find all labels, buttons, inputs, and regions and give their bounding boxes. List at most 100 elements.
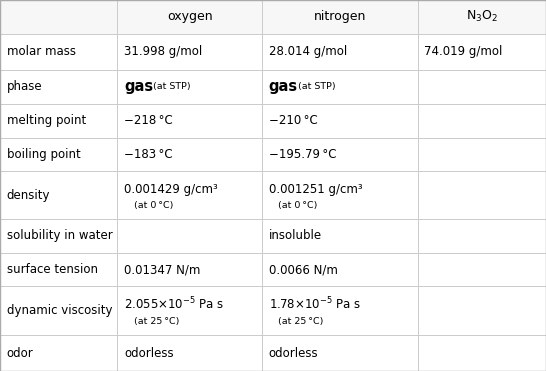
Bar (117, 253, 262, 286)
Text: (at 25 °C): (at 25 °C) (134, 317, 179, 326)
Bar (117, 0, 262, 34)
Bar (418, 70, 546, 104)
Bar (0, 0, 117, 34)
Text: −218 °C: −218 °C (124, 114, 173, 127)
Bar (418, 253, 546, 286)
Bar (418, 335, 546, 371)
Bar (0, 34, 117, 70)
Text: odorless: odorless (124, 347, 174, 359)
Text: oxygen: oxygen (167, 10, 212, 23)
Bar (418, 138, 546, 171)
Bar (0, 0, 117, 34)
Text: molar mass: molar mass (7, 45, 75, 59)
Bar (418, 138, 546, 171)
Bar (117, 219, 262, 253)
Text: (at 25 °C): (at 25 °C) (278, 317, 324, 326)
Bar (418, 0, 546, 34)
Text: 28.014 g/mol: 28.014 g/mol (269, 45, 347, 59)
Bar (418, 104, 546, 138)
Text: insoluble: insoluble (269, 229, 322, 242)
Text: 31.998 g/mol: 31.998 g/mol (124, 45, 202, 59)
Bar (418, 335, 546, 371)
Text: melting point: melting point (7, 114, 86, 127)
Bar (117, 34, 262, 70)
Bar (0, 335, 117, 371)
Text: (at 0 °C): (at 0 °C) (134, 201, 173, 210)
Bar (0, 253, 117, 286)
Bar (0, 70, 117, 104)
Bar (117, 171, 262, 219)
Text: −210 °C: −210 °C (269, 114, 317, 127)
Bar (0, 171, 117, 219)
Bar (117, 253, 262, 286)
Bar (262, 138, 418, 171)
Bar (418, 286, 546, 335)
Bar (117, 138, 262, 171)
Bar (418, 171, 546, 219)
Bar (117, 138, 262, 171)
Bar (117, 104, 262, 138)
Bar (418, 34, 546, 70)
Text: −183 °C: −183 °C (124, 148, 173, 161)
Bar (262, 0, 418, 34)
Bar (0, 171, 117, 219)
Text: 0.001251 g/cm³: 0.001251 g/cm³ (269, 183, 362, 196)
Bar (0, 335, 117, 371)
Bar (262, 219, 418, 253)
Bar (418, 219, 546, 253)
Bar (262, 34, 418, 70)
Bar (262, 0, 418, 34)
Bar (262, 34, 418, 70)
Bar (117, 171, 262, 219)
Text: solubility in water: solubility in water (7, 229, 112, 242)
Text: density: density (7, 189, 50, 202)
Bar (262, 104, 418, 138)
Bar (0, 70, 117, 104)
Bar (418, 0, 546, 34)
Bar (0, 253, 117, 286)
Bar (117, 0, 262, 34)
Bar (0, 138, 117, 171)
Text: nitrogen: nitrogen (314, 10, 366, 23)
Bar (117, 70, 262, 104)
Text: surface tension: surface tension (7, 263, 98, 276)
Text: $2.055{\times}10^{-5}$ Pa s: $2.055{\times}10^{-5}$ Pa s (124, 296, 224, 313)
Text: 0.01347 N/m: 0.01347 N/m (124, 263, 200, 276)
Text: phase: phase (7, 81, 42, 93)
Bar (262, 171, 418, 219)
Bar (117, 34, 262, 70)
Bar (0, 104, 117, 138)
Bar (0, 138, 117, 171)
Bar (262, 286, 418, 335)
Bar (262, 335, 418, 371)
Bar (262, 70, 418, 104)
Bar (0, 286, 117, 335)
Bar (262, 335, 418, 371)
Text: gas: gas (269, 79, 298, 95)
Text: N$_3$O$_2$: N$_3$O$_2$ (466, 9, 498, 24)
Bar (418, 219, 546, 253)
Bar (0, 104, 117, 138)
Bar (262, 219, 418, 253)
Bar (0, 219, 117, 253)
Text: boiling point: boiling point (7, 148, 80, 161)
Bar (262, 138, 418, 171)
Bar (262, 286, 418, 335)
Bar (418, 70, 546, 104)
Text: 0.0066 N/m: 0.0066 N/m (269, 263, 337, 276)
Bar (117, 219, 262, 253)
Bar (418, 34, 546, 70)
Bar (262, 253, 418, 286)
Text: (at STP): (at STP) (147, 82, 191, 92)
Bar (418, 171, 546, 219)
Text: odor: odor (7, 347, 33, 359)
Text: dynamic viscosity: dynamic viscosity (7, 304, 112, 317)
Bar (117, 70, 262, 104)
Text: (at STP): (at STP) (292, 82, 335, 92)
Bar (0, 219, 117, 253)
Text: gas: gas (124, 79, 153, 95)
Bar (418, 104, 546, 138)
Text: 0.001429 g/cm³: 0.001429 g/cm³ (124, 183, 218, 196)
Text: odorless: odorless (269, 347, 318, 359)
Bar (262, 171, 418, 219)
